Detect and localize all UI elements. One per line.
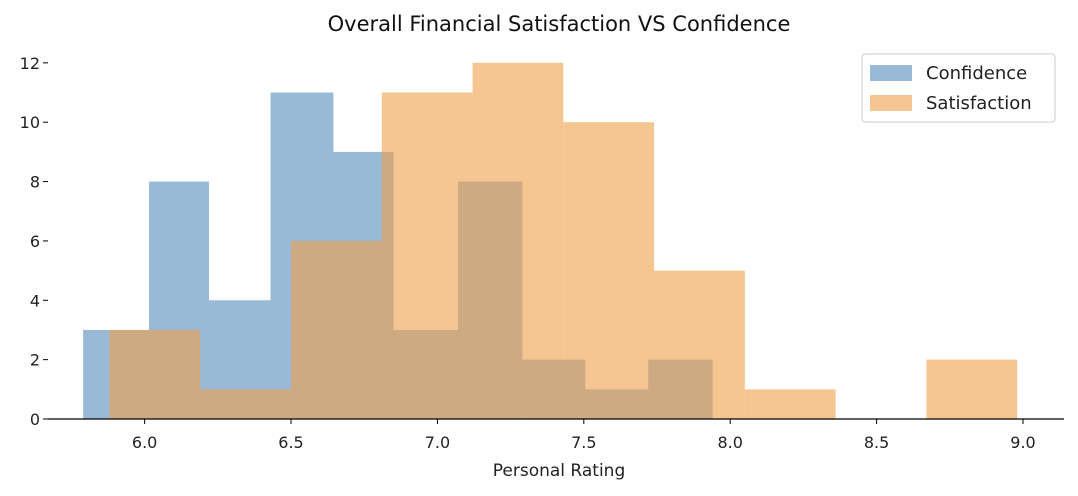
x-tick-label: 7.5 xyxy=(571,433,596,452)
x-axis-label: Personal Rating xyxy=(493,461,625,481)
x-tick-label: 8.5 xyxy=(864,433,889,452)
y-tick-label: 2 xyxy=(30,351,40,370)
y-tick-label: 4 xyxy=(30,291,40,310)
chart-title: Overall Financial Satisfaction VS Confid… xyxy=(328,12,791,36)
satisfaction-bar-1 xyxy=(200,389,292,419)
x-tick-label: 6.5 xyxy=(278,433,303,452)
satisfaction-bar-0 xyxy=(109,329,201,419)
legend-swatch-satisfaction xyxy=(870,95,912,111)
x-tick-label: 6.0 xyxy=(132,433,157,452)
y-tick-label: 12 xyxy=(20,54,40,73)
x-axis-ticks: 6.0 6.5 7.0 7.5 8.0 8.5 9.0 xyxy=(132,419,1036,452)
x-tick-label: 9.0 xyxy=(1010,433,1035,452)
satisfaction-bar-4 xyxy=(472,62,564,420)
x-tick-label: 8.0 xyxy=(717,433,742,452)
satisfaction-bar-3 xyxy=(381,92,473,420)
legend-label-confidence: Confidence xyxy=(926,63,1027,84)
satisfaction-bar-9 xyxy=(926,359,1018,419)
legend-label-satisfaction: Satisfaction xyxy=(926,93,1032,114)
confidence-bar-0 xyxy=(83,329,107,419)
y-tick-label: 0 xyxy=(30,410,40,429)
y-tick-label: 6 xyxy=(30,232,40,251)
satisfaction-bar-5 xyxy=(563,122,655,419)
x-tick-label: 7.0 xyxy=(425,433,450,452)
y-tick-label: 10 xyxy=(20,113,40,132)
satisfaction-bar-7 xyxy=(744,389,836,419)
y-tick-label: 8 xyxy=(30,173,40,192)
legend: Confidence Satisfaction xyxy=(861,53,1056,123)
legend-swatch-confidence xyxy=(870,65,912,81)
satisfaction-bar-6 xyxy=(654,270,745,419)
series-satisfaction-bars xyxy=(109,62,1018,420)
y-axis-ticks: 0 2 4 6 8 10 12 xyxy=(20,54,48,429)
satisfaction-bar-2 xyxy=(291,240,382,419)
